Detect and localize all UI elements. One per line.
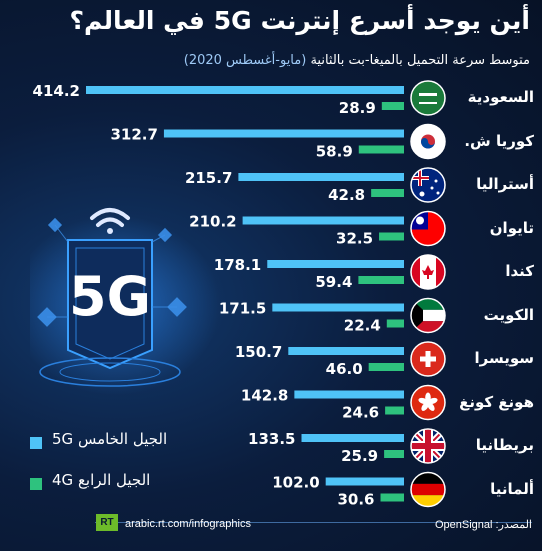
value-label-4g: 59.4 [315, 273, 352, 291]
value-label-4g: 30.6 [337, 491, 374, 509]
value-label-5g: 215.7 [185, 169, 232, 187]
value-label-5g: 414.2 [33, 82, 80, 100]
flag-ring [410, 297, 446, 334]
bar-4g [384, 450, 404, 458]
value-label-4g: 22.4 [344, 317, 381, 335]
bar-5g [294, 390, 404, 399]
bar-5g [325, 477, 404, 486]
flag-ring [410, 428, 446, 464]
flag-ring [410, 384, 446, 421]
flag-ring [410, 341, 446, 377]
5g-text: 5G [69, 265, 151, 328]
value-label-4g: 24.6 [342, 404, 379, 422]
value-label-5g: 142.8 [241, 387, 288, 405]
flag-ring [410, 471, 446, 508]
value-label-4g: 58.9 [316, 143, 353, 161]
legend-5g-swatch [30, 437, 42, 449]
chart-subtitle: متوسط سرعة التحميل بالميغا-بت بالثانية (… [10, 53, 530, 68]
chart-title: أين يوجد أسرع إنترنت 5G في العالم؟ [69, 6, 530, 35]
australia-flag [411, 168, 445, 202]
wifi-icon [90, 208, 130, 234]
value-label-5g: 312.7 [110, 126, 157, 144]
country-label: ألمانيا [490, 479, 534, 498]
country-label: كوريا ش. [464, 131, 534, 150]
bar-5g [267, 260, 404, 268]
country-label: أستراليا [476, 175, 534, 193]
bar-5g [301, 434, 404, 442]
bar-5g [163, 129, 404, 138]
value-label-4g: 25.9 [341, 447, 378, 465]
subtitle-text: متوسط سرعة التحميل بالميغا-بت بالثانية [310, 53, 530, 68]
bar-5g [86, 86, 404, 94]
subtitle-period: (مايو-أغسطس 2020) [183, 53, 307, 68]
bar-4g [358, 276, 404, 284]
value-label-5g: 102.0 [272, 474, 319, 492]
flag-ring [410, 210, 446, 247]
value-label-5g: 133.5 [248, 430, 295, 448]
flag-ring [410, 80, 446, 116]
germany-flag [411, 472, 445, 507]
saudi-arabia-flag [411, 81, 445, 115]
value-label-5g: 178.1 [214, 256, 261, 274]
value-label-4g: 28.9 [339, 99, 376, 117]
bar-5g [242, 216, 404, 225]
rt-logo: RT [96, 514, 118, 531]
country-label: تايوان [489, 218, 534, 237]
hong-kong-flag [411, 385, 445, 420]
value-label-5g: 210.2 [189, 213, 236, 231]
bar-4g [380, 493, 404, 502]
country-label: السعودية [467, 88, 534, 106]
value-label-4g: 46.0 [326, 360, 363, 378]
bar-4g [358, 145, 404, 154]
country-label: كندا [505, 262, 534, 280]
value-label-5g: 150.7 [235, 343, 282, 361]
bar-5g [288, 347, 404, 355]
country-label: هونغ كونغ [459, 392, 534, 411]
bar-4g [371, 189, 404, 197]
bar-4g [368, 363, 404, 371]
footer-site-link[interactable]: arabic.rt.com/infographics [125, 518, 251, 530]
bar-4g [386, 319, 404, 328]
south-korea-flag [411, 124, 445, 159]
uk-flag [411, 429, 445, 463]
switzerland-flag [411, 342, 445, 376]
bar-5g [272, 303, 404, 312]
flag-ring [410, 123, 446, 160]
legend-4g-label: الجيل الرابع 4G [52, 471, 151, 489]
flag-ring [410, 167, 446, 203]
5g-illustration: 5G [30, 208, 220, 395]
footer-source: المصدر: OpenSignal [434, 519, 532, 531]
legend-5g-label: الجيل الخامس 5G [52, 430, 168, 448]
canada-flag [411, 255, 445, 289]
bar-5g [238, 173, 404, 181]
country-label: بريطانيا [475, 436, 534, 454]
legend-4g-swatch [30, 478, 42, 490]
flag-ring [410, 254, 446, 290]
footer-divider [95, 522, 532, 523]
country-label: سويسرا [474, 349, 534, 367]
value-label-4g: 42.8 [328, 186, 365, 204]
bar-4g [381, 102, 404, 110]
value-label-5g: 171.5 [219, 300, 266, 318]
bar-4g [379, 232, 404, 241]
bar-4g [385, 406, 404, 415]
value-label-4g: 32.5 [336, 230, 373, 248]
country-label: الكويت [483, 305, 534, 324]
